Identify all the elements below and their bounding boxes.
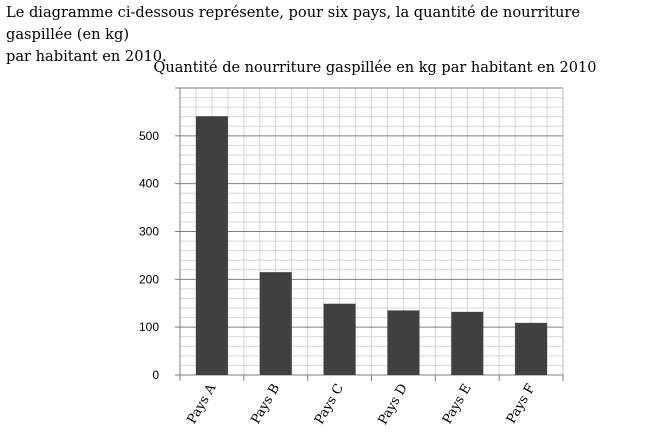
x-category-label: Pays D: [376, 382, 411, 428]
intro-text: Le diagramme ci-dessous représente, pour…: [6, 2, 646, 68]
x-category-label: Pays E: [440, 382, 475, 427]
y-tick-labels: 0 100 200 300 400 500: [139, 129, 159, 382]
grid-lines: [180, 87, 564, 375]
intro-line-1: Le diagramme ci-dessous représente, pour…: [6, 4, 581, 43]
x-category-labels: Pays A Pays B Pays C Pays D Pays E Pays F: [185, 381, 539, 428]
bar: [323, 303, 356, 375]
x-category-label: Pays B: [248, 382, 283, 427]
bars: [195, 116, 548, 375]
y-tick-label: 300: [139, 225, 159, 239]
bar: [387, 310, 420, 375]
y-tick-label: 100: [139, 320, 159, 334]
y-tick-label: 0: [152, 368, 159, 382]
x-category-label: Pays C: [312, 381, 347, 427]
chart-title: Quantité de nourriture gaspillée en kg p…: [153, 60, 597, 76]
intro-line-2: par habitant en 2010.: [6, 48, 167, 65]
bar: [515, 322, 548, 375]
x-category-label: Pays A: [185, 381, 220, 427]
bar: [259, 272, 292, 375]
axes: [175, 87, 564, 381]
y-tick-label: 200: [139, 272, 159, 286]
x-category-label: Pays F: [504, 382, 539, 427]
y-tick-label: 400: [139, 177, 159, 191]
y-tick-label: 500: [139, 129, 159, 143]
bar: [451, 311, 484, 375]
bar: [195, 116, 228, 375]
